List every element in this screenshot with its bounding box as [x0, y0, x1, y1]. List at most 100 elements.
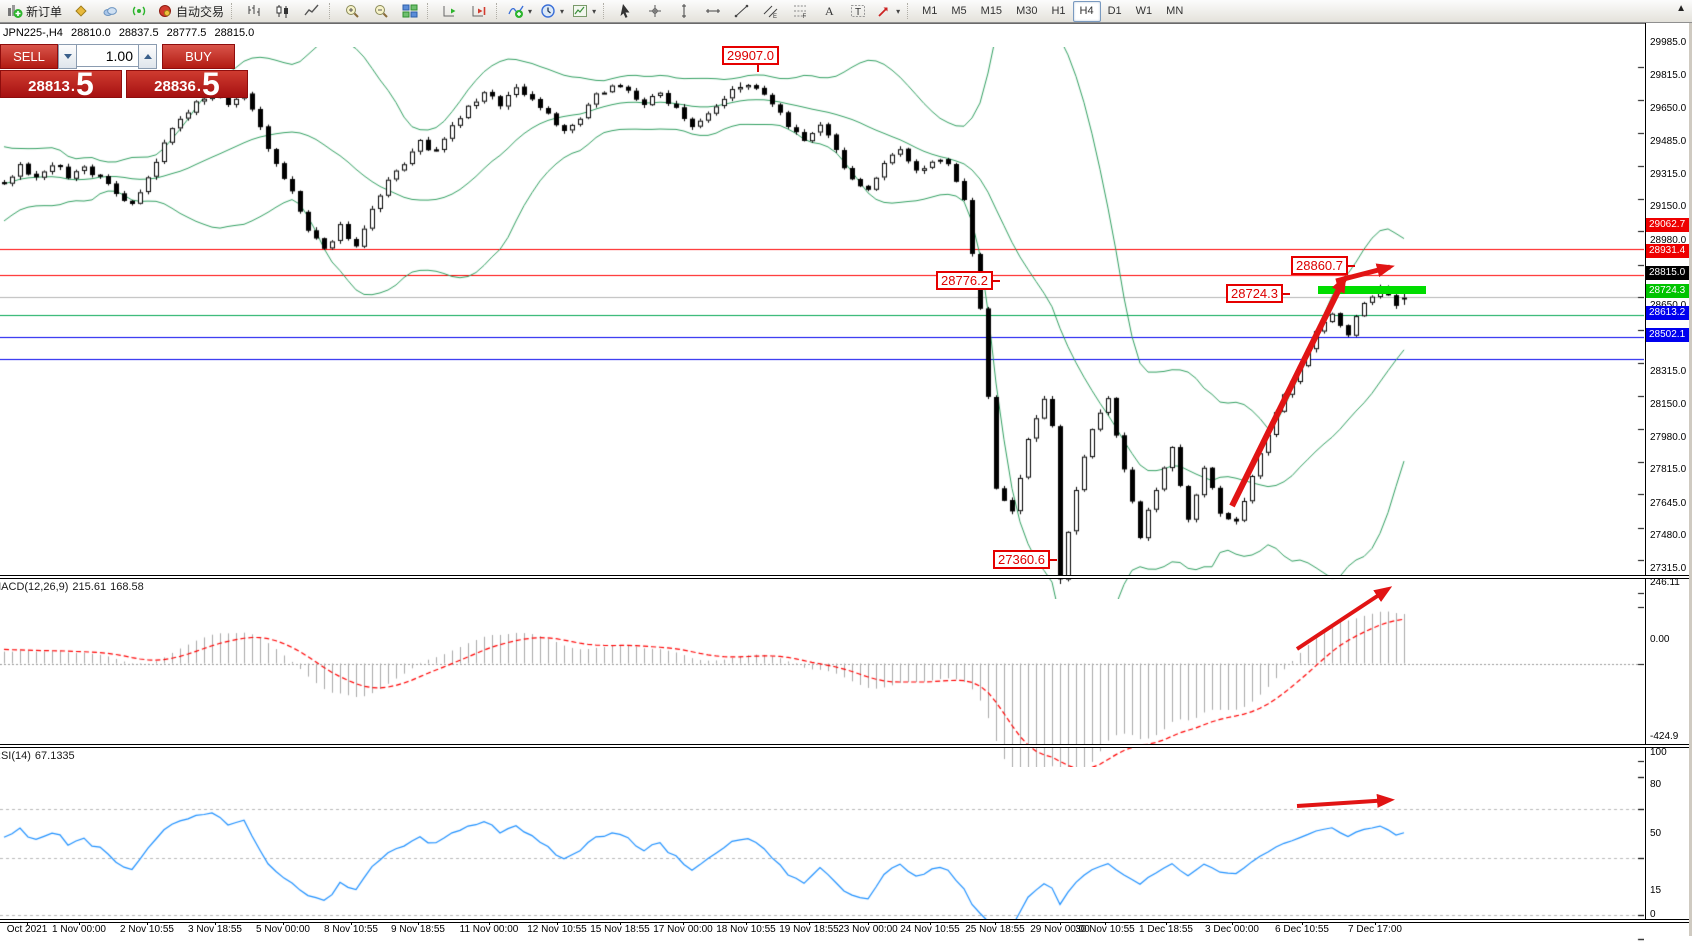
price-level-label: 28502.1: [1646, 328, 1691, 343]
macd-canvas[interactable]: [0, 603, 1644, 767]
crosshair-button[interactable]: [641, 1, 668, 22]
vline-button[interactable]: [670, 1, 697, 22]
line-chart-icon: [303, 3, 320, 19]
price-annotation[interactable]: 27360.6: [993, 550, 1057, 569]
timeframe-m5-button[interactable]: M5: [951, 4, 967, 17]
time-axis-tick: [215, 921, 216, 925]
bars-chart-icon: [246, 3, 262, 19]
price-tick-label: 27480.0: [1650, 530, 1687, 542]
time-axis-tick: [1166, 921, 1167, 925]
price-tick-label: 27815.0: [1650, 464, 1687, 476]
time-axis-label: 1 Dec 18:55: [1139, 924, 1193, 935]
toolbar-separator: [907, 3, 912, 19]
trendline-button[interactable]: [728, 1, 755, 22]
time-axis-label: 8 Nov 10:55: [324, 924, 378, 935]
rsi-tick-label: 100: [1650, 747, 1667, 758]
hline-icon: [705, 3, 721, 19]
indicators-icon: [508, 3, 524, 19]
timeframe-m15-button[interactable]: M15: [980, 4, 1003, 17]
chart-shift-button[interactable]: [465, 1, 492, 22]
timeframe-w1-button[interactable]: W1: [1135, 4, 1153, 17]
price-annotation[interactable]: 29907.0: [722, 46, 779, 72]
svg-text:F: F: [802, 14, 806, 19]
price-axis[interactable]: [1645, 23, 1692, 921]
sell-button[interactable]: SELL: [0, 44, 58, 69]
buy-price-display[interactable]: 28836. 5: [126, 68, 248, 100]
time-axis-tick: [995, 921, 996, 925]
tile-windows-button[interactable]: [396, 1, 423, 22]
cursor-button[interactable]: [612, 1, 639, 22]
time-axis-label: 15 Nov 18:55: [590, 924, 650, 935]
signals-button[interactable]: [125, 1, 152, 22]
timeframe-d1-button[interactable]: D1: [1107, 4, 1122, 17]
price-level-label: 28613.2: [1646, 306, 1691, 321]
rsi-panel-separator[interactable]: [0, 744, 1692, 748]
fibonacci-button[interactable]: F: [786, 1, 813, 22]
time-axis-label: 1 Nov 00:00: [52, 924, 106, 935]
buy-button[interactable]: BUY: [162, 44, 235, 69]
channel-button[interactable]: E: [757, 1, 784, 22]
templates-button[interactable]: ▾: [569, 1, 599, 22]
volume-increase-button[interactable]: [138, 44, 157, 69]
timeframe-mn-button[interactable]: MN: [1166, 4, 1184, 17]
timeframe-m30-button[interactable]: M30: [1016, 4, 1038, 17]
timeframe-h4-button[interactable]: H4: [1072, 0, 1101, 22]
periods-button[interactable]: ▾: [537, 1, 567, 22]
label-button[interactable]: T: [844, 1, 871, 22]
vline-icon: [676, 3, 692, 19]
chart-ohlc-header: JPN225-,H4 28810.0 28837.5 28777.5 28815…: [3, 27, 259, 39]
toolbar-separator: [496, 3, 501, 19]
rsi-canvas[interactable]: [0, 772, 1644, 943]
time-axis-tick: [351, 921, 352, 925]
chevron-down-icon: ▾: [528, 6, 533, 16]
line-chart-button[interactable]: [298, 1, 325, 22]
price-tick-label: 28980.0: [1650, 234, 1687, 246]
candles-chart-icon: [275, 3, 291, 19]
bars-chart-button[interactable]: [240, 1, 267, 22]
time-axis[interactable]: Oct 2021 1 Nov 00:00 2 Nov 10:55 3 Nov 18:5…: [0, 921, 1692, 936]
time-axis-label: 5 Nov 00:00: [256, 924, 310, 935]
trendline-icon: [734, 3, 750, 19]
time-axis-label: 3 Nov 18:55: [188, 924, 242, 935]
toolbar-collapse-button[interactable]: ▲: [1676, 3, 1686, 14]
rsi-indicator-label: RSI(14)67.1335: [0, 750, 75, 762]
time-axis-tick: [147, 921, 148, 925]
candles-chart-button[interactable]: [269, 1, 296, 22]
cloud-button[interactable]: [96, 1, 123, 22]
volume-decrease-button[interactable]: [58, 44, 77, 69]
zoom-out-button[interactable]: [367, 1, 394, 22]
main-chart-canvas[interactable]: [0, 47, 1644, 599]
time-axis-separator: [0, 919, 1692, 923]
price-annotation[interactable]: 28860.7: [1291, 256, 1355, 275]
high-value: 28837.5: [118, 27, 159, 39]
sell-price-display[interactable]: 28813. 5: [0, 68, 122, 100]
market-watch-button[interactable]: [67, 1, 94, 22]
price-tick-label: 29485.0: [1650, 135, 1687, 147]
support-highlight-bar[interactable]: [1318, 286, 1426, 294]
autotrade-button[interactable]: 自动交易: [154, 1, 227, 22]
time-axis-label: 17 Nov 00:00: [653, 924, 713, 935]
time-axis-tick: [1060, 921, 1061, 925]
macd-panel-separator[interactable]: [0, 575, 1692, 579]
timeframe-h1-button[interactable]: H1: [1051, 4, 1066, 17]
zoom-in-button[interactable]: [338, 1, 365, 22]
price-annotation[interactable]: 28724.3: [1226, 284, 1290, 303]
price-annotation[interactable]: 28776.2: [936, 271, 1000, 290]
rsi-tick-label: 50: [1650, 828, 1662, 839]
channel-icon: E: [763, 3, 779, 19]
indicators-button[interactable]: ▾: [505, 1, 535, 22]
auto-scroll-button[interactable]: [436, 1, 463, 22]
triangle-up-icon: [143, 54, 152, 59]
text-button[interactable]: A: [815, 1, 842, 22]
time-axis-tick: [620, 921, 621, 925]
time-axis-tick: [489, 921, 490, 925]
hline-button[interactable]: [699, 1, 726, 22]
timeframe-m1-button[interactable]: M1: [922, 4, 938, 17]
close-value: 28815.0: [214, 27, 255, 39]
arrows-button[interactable]: ▾: [873, 1, 903, 22]
volume-input[interactable]: [77, 44, 138, 67]
time-axis-tick: [418, 921, 419, 925]
price-tick-label: 29815.0: [1650, 70, 1687, 82]
new-order-button[interactable]: 新订单: [4, 1, 65, 22]
label-icon: T: [850, 3, 866, 19]
